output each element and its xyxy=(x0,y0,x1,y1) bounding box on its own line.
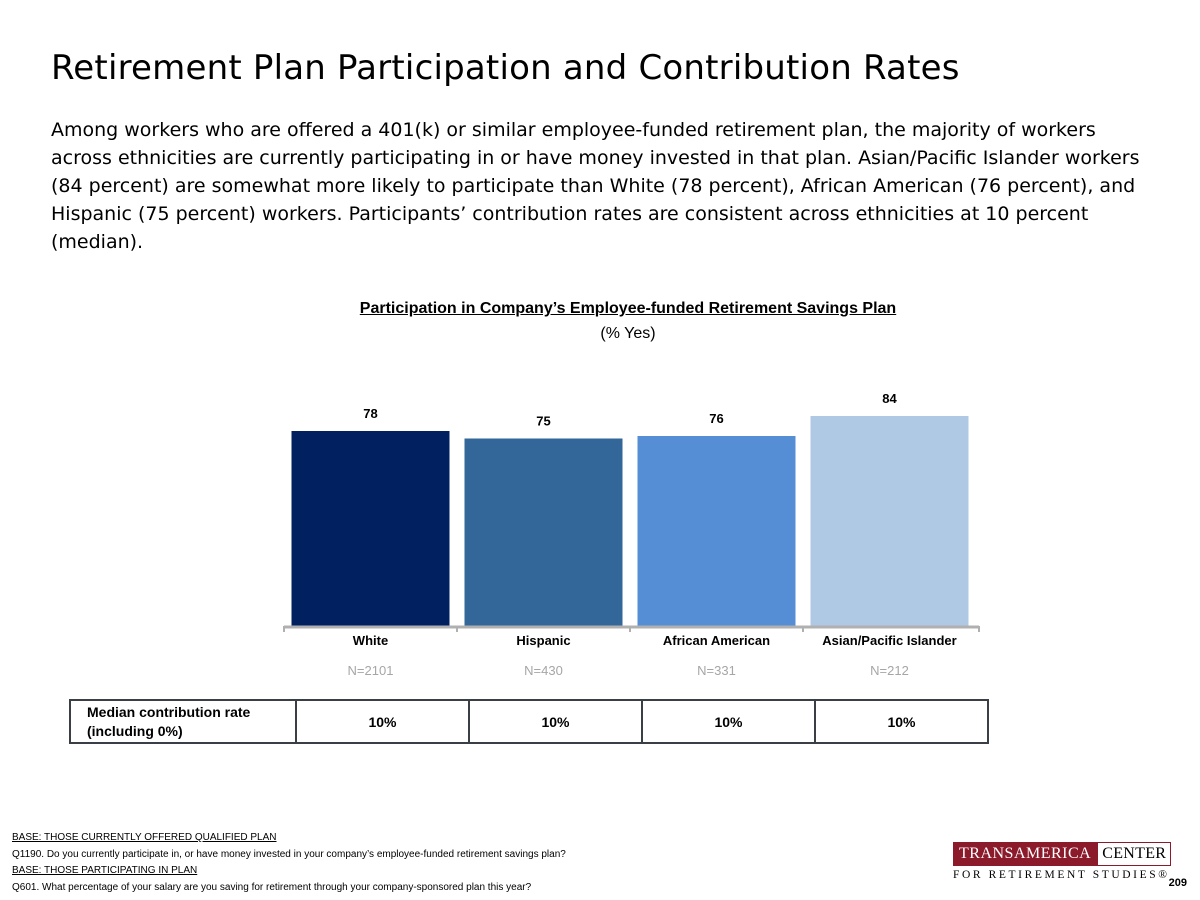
table-cell: 10% xyxy=(814,699,989,744)
bar-value-label: 78 xyxy=(363,406,377,421)
bar xyxy=(464,438,623,626)
intro-paragraph: Among workers who are offered a 401(k) o… xyxy=(51,119,1140,253)
category-label: African American xyxy=(663,633,770,648)
median-contribution-table: Median contribution rate (including 0%) … xyxy=(69,699,989,744)
table-row-label: Median contribution rate (including 0%) xyxy=(69,699,297,744)
footnote-question-q601: Q601. What percentage of your salary are… xyxy=(12,881,532,893)
bar xyxy=(291,431,450,626)
bar-value-label: 84 xyxy=(882,391,897,406)
sample-size-label: N=331 xyxy=(697,663,736,678)
bar xyxy=(637,436,796,626)
table-row: Median contribution rate (including 0%) … xyxy=(69,699,989,744)
footnote-base-participating: BASE: THOSE PARTICIPATING IN PLAN xyxy=(12,865,198,876)
logo-tagline: FOR RETIREMENT STUDIES® xyxy=(953,869,1170,881)
logo-center: CENTER xyxy=(1097,842,1172,866)
bar xyxy=(810,416,969,626)
page-title: Retirement Plan Participation and Contri… xyxy=(51,48,960,88)
bar-chart: 78 White N=2101 75 Hispanic N=430 76 African Am… xyxy=(283,391,980,678)
logo-transamerica: TRANSAMERICA xyxy=(953,842,1098,866)
table-cell: 10% xyxy=(641,699,816,744)
transamerica-logo: TRANSAMERICA CENTER FOR RETIREMENT STUDI… xyxy=(953,842,1172,881)
bar-value-label: 76 xyxy=(709,411,723,426)
sample-size-label: N=430 xyxy=(524,663,563,678)
footnotes: BASE: THOSE CURRENTLY OFFERED QUALIFIED … xyxy=(12,830,566,896)
chart-subtitle: (% Yes) xyxy=(600,325,656,342)
page-number: 209 xyxy=(1168,877,1187,889)
category-label: Hispanic xyxy=(516,633,570,648)
bar-value-label: 75 xyxy=(536,414,550,429)
footnote-base-offered: BASE: THOSE CURRENTLY OFFERED QUALIFIED … xyxy=(12,832,277,843)
table-cell: 10% xyxy=(295,699,470,744)
chart-title: Participation in Company’s Employee-fund… xyxy=(359,300,897,317)
sample-size-label: N=2101 xyxy=(348,663,394,678)
table-cell: 10% xyxy=(468,699,643,744)
category-label: Asian/Pacific Islander xyxy=(822,633,956,648)
footnote-question-q1190: Q1190. Do you currently participate in, … xyxy=(12,848,566,860)
category-label: White xyxy=(353,633,388,648)
sample-size-label: N=212 xyxy=(870,663,909,678)
